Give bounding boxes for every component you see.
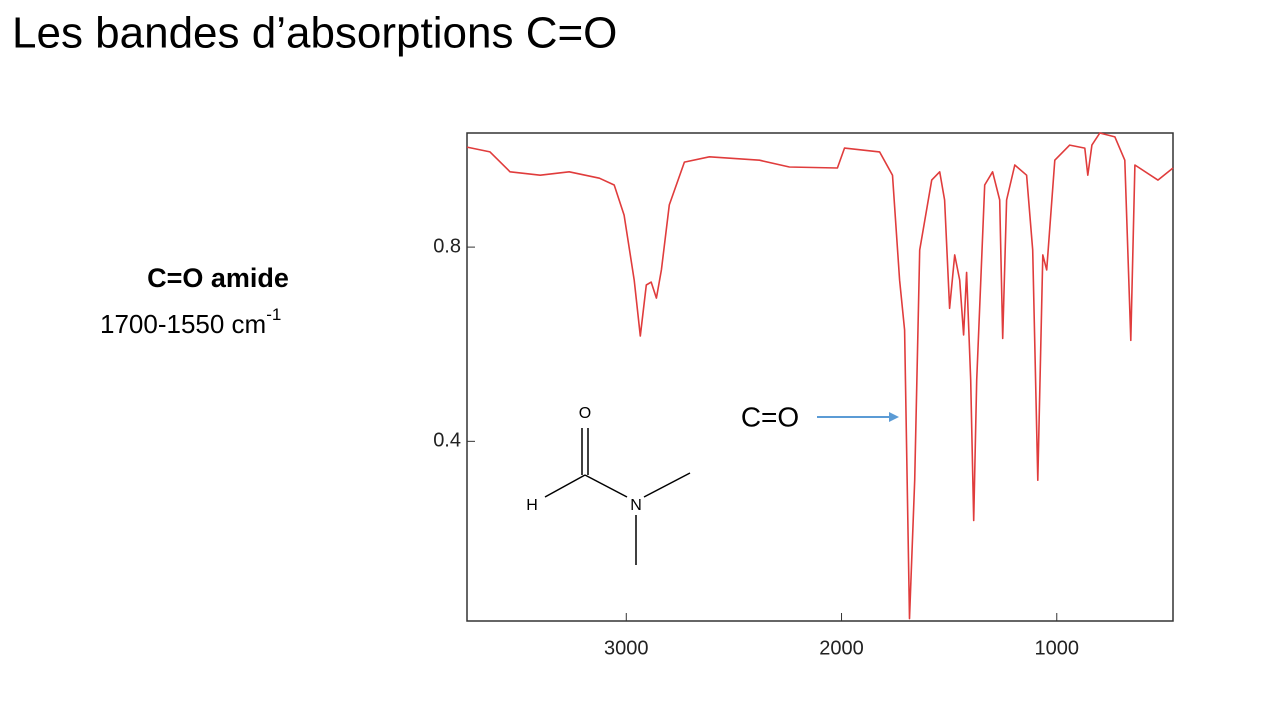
peak-annotation: C=O	[741, 401, 799, 432]
atom-label: N	[630, 497, 642, 514]
molecule	[544, 428, 691, 565]
atom-label: H	[526, 497, 538, 514]
bond	[584, 474, 628, 498]
side-heading: C=O amide	[147, 263, 289, 293]
arrow-head	[889, 412, 899, 422]
atom-label: O	[579, 405, 591, 422]
range-text: 1700-1550 cm	[100, 309, 266, 339]
bond	[643, 472, 691, 498]
y-tick-label: 0.4	[433, 430, 461, 452]
bond	[544, 474, 586, 498]
spectrum-line	[466, 132, 1174, 620]
x-tick-label: 3000	[604, 637, 649, 659]
x-tick-label: 1000	[1035, 637, 1080, 659]
side-range: 1700-1550 cm-1	[100, 305, 281, 338]
y-tick-label: 0.8	[433, 235, 461, 257]
slide-title: Les bandes d’absorptions C=O	[12, 9, 617, 58]
range-exponent: -1	[266, 305, 281, 324]
x-tick-label: 2000	[819, 637, 864, 659]
plot-frame	[466, 132, 1174, 622]
